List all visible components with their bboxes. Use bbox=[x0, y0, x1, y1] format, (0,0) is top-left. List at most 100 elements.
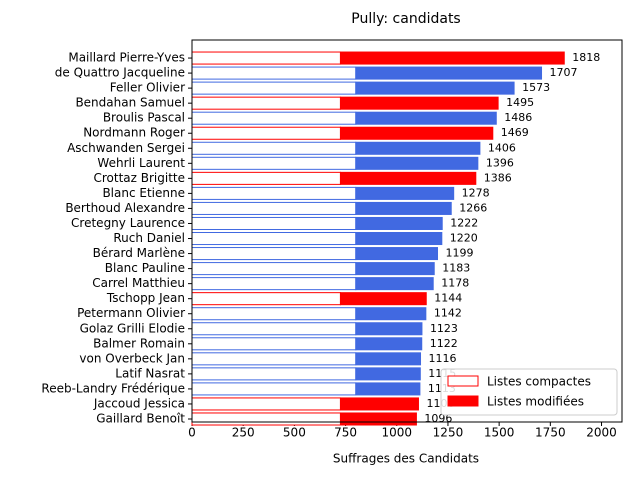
bar-segment bbox=[339, 51, 565, 65]
bar-total-label: 1469 bbox=[501, 126, 529, 139]
bar-segment bbox=[191, 81, 357, 95]
bar-segment bbox=[191, 51, 341, 65]
bar-total-label: 1222 bbox=[450, 216, 478, 229]
x-tick-label: 2000 bbox=[586, 426, 617, 440]
y-tick-label: Golaz Grilli Elodie bbox=[80, 321, 185, 335]
bar-total-label: 1707 bbox=[550, 66, 578, 79]
y-tick-label: Carrel Matthieu bbox=[92, 276, 185, 290]
bar-total-label: 1199 bbox=[446, 247, 474, 260]
y-tick-label: Gaillard Benoît bbox=[96, 411, 185, 425]
bar-segment bbox=[355, 201, 452, 215]
bar-segment bbox=[191, 322, 357, 336]
y-tick-label: Ruch Daniel bbox=[113, 231, 185, 245]
y-tick-label: von Overbeck Jan bbox=[79, 351, 185, 365]
y-tick-label: Nordmann Roger bbox=[83, 126, 185, 140]
bar-total-label: 1116 bbox=[429, 352, 457, 365]
y-tick-label: Berthoud Alexandre bbox=[65, 201, 185, 215]
bar-segment bbox=[191, 262, 357, 276]
legend-label: Listes compactes bbox=[487, 375, 591, 389]
y-tick-label: Latif Nasrat bbox=[115, 366, 185, 380]
bar-segment bbox=[355, 156, 479, 170]
bar-segment bbox=[191, 126, 341, 140]
y-tick-label: de Quattro Jacqueline bbox=[55, 66, 185, 80]
x-tick-label: 1750 bbox=[535, 426, 566, 440]
bar-total-label: 1818 bbox=[572, 51, 600, 64]
y-tick-label: Jaccoud Jessica bbox=[93, 396, 185, 410]
bar-segment bbox=[355, 186, 455, 200]
y-tick-label: Bendahan Samuel bbox=[75, 96, 185, 110]
bar-segment bbox=[191, 201, 357, 215]
y-tick-label: Feller Olivier bbox=[110, 81, 185, 95]
bar-total-label: 1123 bbox=[430, 322, 458, 335]
y-tick-label: Reeb-Landry Frédérique bbox=[41, 381, 185, 395]
bar-segment bbox=[191, 171, 341, 185]
bar-total-label: 1220 bbox=[450, 232, 478, 245]
bar-segment bbox=[339, 96, 499, 110]
x-tick-label: 0 bbox=[188, 426, 196, 440]
bar-segment bbox=[355, 277, 434, 291]
y-tick-label: Broulis Pascal bbox=[103, 111, 185, 125]
x-tick-label: 1500 bbox=[484, 426, 515, 440]
x-tick-label: 500 bbox=[283, 426, 306, 440]
bar-segment bbox=[191, 352, 357, 366]
bar-segment bbox=[355, 382, 421, 396]
bar-segment bbox=[191, 96, 341, 110]
bar-segment bbox=[191, 382, 357, 396]
x-tick-label: 250 bbox=[232, 426, 255, 440]
x-axis-label: Suffrages des Candidats bbox=[333, 452, 479, 466]
bar-total-label: 1266 bbox=[459, 201, 487, 214]
bar-segment bbox=[191, 186, 357, 200]
bar-segment bbox=[191, 307, 357, 321]
bar-segment bbox=[191, 412, 341, 426]
bar-segment bbox=[355, 66, 543, 80]
bar-segment bbox=[355, 81, 515, 95]
bar-segment bbox=[339, 126, 494, 140]
y-tick-label: Bérard Marlène bbox=[93, 246, 185, 260]
bar-total-label: 1122 bbox=[430, 337, 458, 350]
bar-total-label: 1144 bbox=[434, 292, 462, 305]
bar-segment bbox=[191, 111, 357, 125]
legend-label: Listes modifiées bbox=[487, 395, 584, 409]
bar-total-label: 1396 bbox=[486, 156, 514, 169]
legend-swatch bbox=[447, 375, 479, 387]
bar-segment bbox=[191, 277, 357, 291]
bar-segment bbox=[355, 262, 435, 276]
x-tick-label: 750 bbox=[334, 426, 357, 440]
chart-title: Pully: candidats bbox=[351, 11, 460, 27]
bar-segment bbox=[339, 292, 427, 306]
bar-segment bbox=[191, 156, 357, 170]
y-tick-label: Petermann Olivier bbox=[77, 306, 185, 320]
bar-segment bbox=[339, 412, 417, 426]
x-tick-label: 1000 bbox=[381, 426, 412, 440]
bar-total-label: 1142 bbox=[434, 307, 462, 320]
bar-segment bbox=[355, 337, 423, 351]
y-tick-label: Balmer Romain bbox=[93, 336, 185, 350]
bar-total-label: 1178 bbox=[441, 277, 469, 290]
bar-segment bbox=[355, 111, 497, 125]
y-tick-label: Blanc Etienne bbox=[102, 186, 185, 200]
bar-segment bbox=[355, 322, 423, 336]
y-tick-label: Blanc Pauline bbox=[105, 261, 185, 275]
bar-segment bbox=[339, 171, 477, 185]
bar-total-label: 1386 bbox=[484, 171, 512, 184]
bar-segment bbox=[191, 292, 341, 306]
bar-total-label: 1486 bbox=[504, 111, 532, 124]
y-tick-label: Crottaz Brigitte bbox=[93, 171, 185, 185]
axes-frame bbox=[191, 39, 623, 423]
bar-segment bbox=[191, 232, 357, 246]
bar-segment bbox=[355, 216, 443, 230]
legend-box bbox=[440, 368, 618, 416]
bar-total-label: 1495 bbox=[506, 96, 534, 109]
y-tick-label: Aschwanden Sergei bbox=[67, 141, 185, 155]
bar-total-label: 1183 bbox=[442, 262, 470, 275]
bar-segment bbox=[191, 397, 341, 411]
y-tick-label: Wehrli Laurent bbox=[97, 156, 185, 170]
bar-segment bbox=[191, 141, 357, 155]
bar-segment bbox=[355, 247, 439, 261]
bar-segment bbox=[191, 216, 357, 230]
bar-segment bbox=[339, 397, 419, 411]
bar-segment bbox=[191, 367, 357, 381]
bar-segment bbox=[355, 367, 421, 381]
bar-total-label: 1573 bbox=[522, 81, 550, 94]
